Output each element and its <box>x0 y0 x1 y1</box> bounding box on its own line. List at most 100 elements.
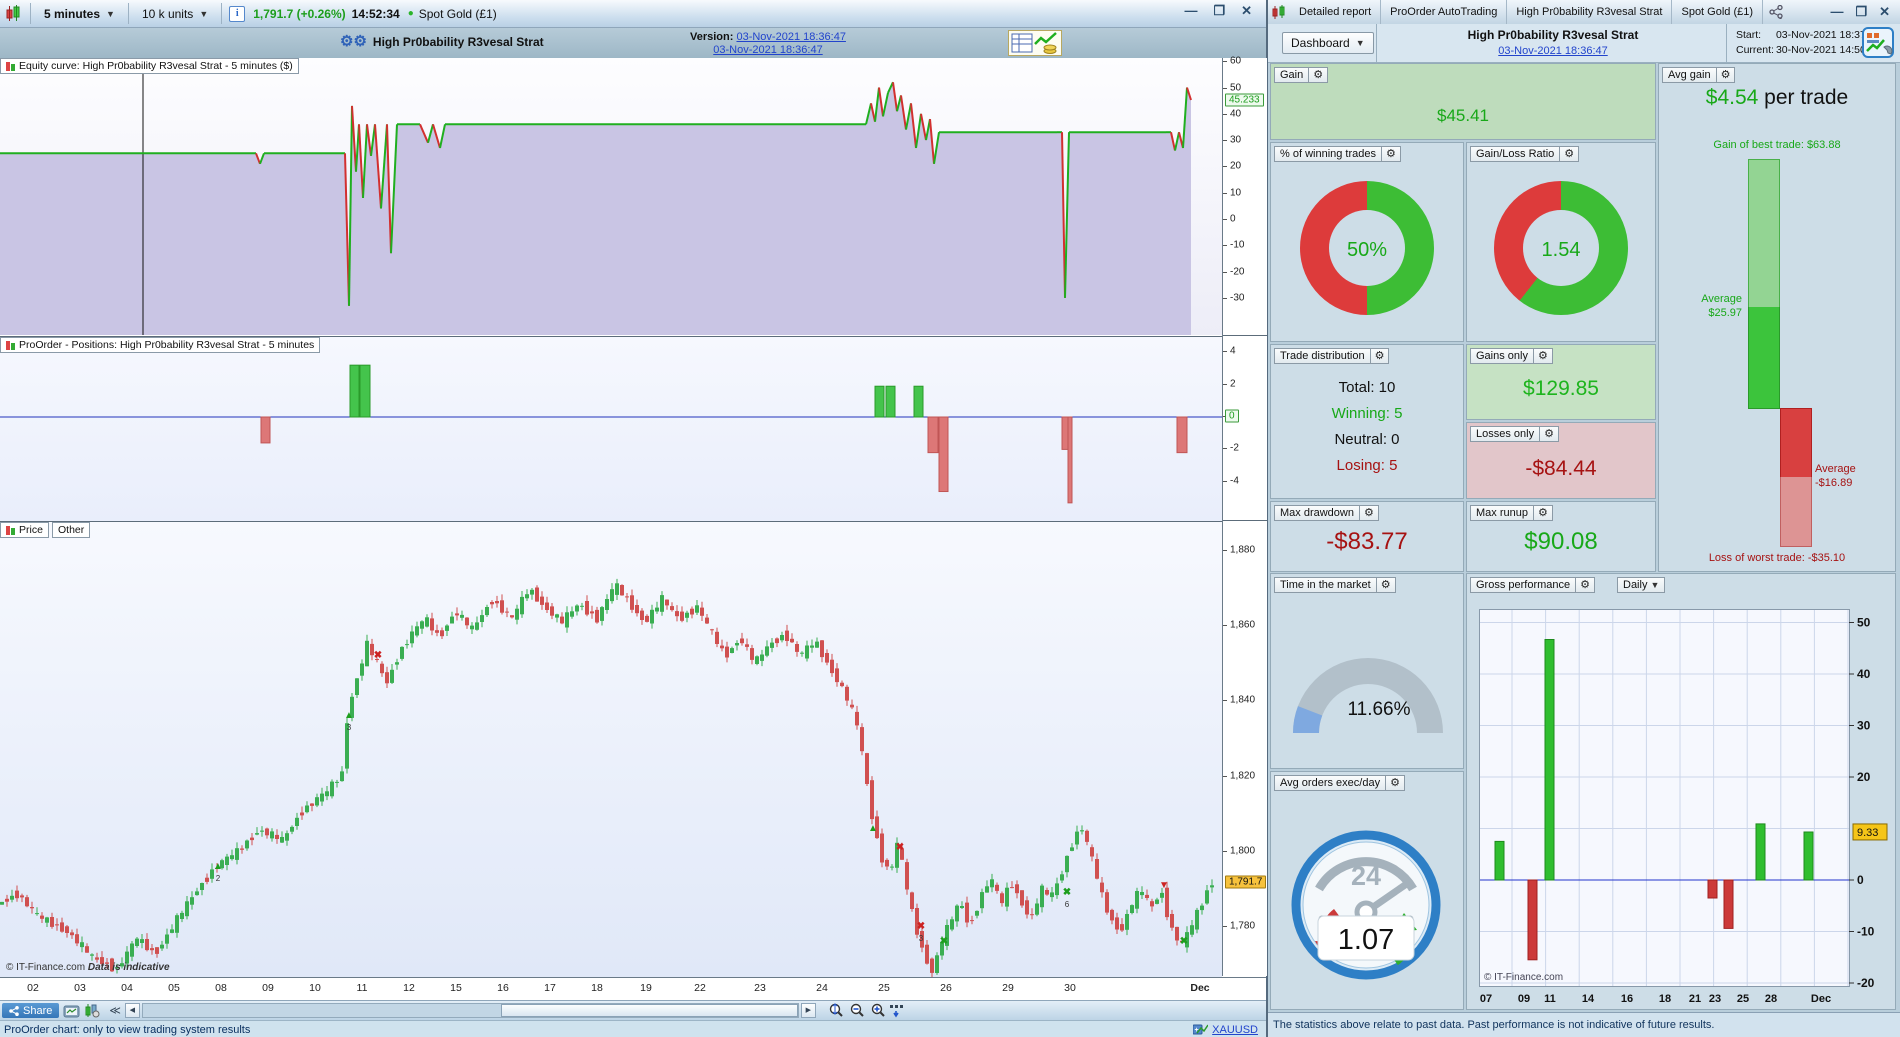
time-in-market-panel: Time in the market ⚙ 11.66% <box>1270 573 1464 769</box>
tab-high-pr0bability-r3vesal-strat[interactable]: High Pr0bability R3vesal Strat <box>1507 0 1673 24</box>
time-axis[interactable]: 02 03 04 05 08 09 10 11 12 15 16 17 18 19 22 23 24 25 26 29… <box>0 977 1222 1001</box>
more-tools-icon[interactable] <box>889 1003 906 1018</box>
candle-body <box>1190 925 1194 935</box>
equity-segment <box>362 124 368 199</box>
version-link[interactable]: 03-Nov-2021 18:36:47 <box>736 31 846 43</box>
candle-body <box>440 630 444 637</box>
price-axis-column[interactable]: 6050403020100-10-20-30420-2-41,8801,8601… <box>1222 56 1267 976</box>
strategy-title: ⚙⚙ High Pr0bability R3vesal Strat <box>340 33 544 50</box>
maximize-button[interactable]: ❐ <box>1855 4 1868 19</box>
trade-distribution-panel: Trade distribution ⚙ Total: 10 Winning: 5… <box>1270 344 1464 499</box>
divider <box>30 3 31 24</box>
candle-body <box>1205 890 1209 904</box>
candle-body <box>45 917 49 923</box>
screenshot-icon[interactable] <box>63 1003 80 1018</box>
strategy-date-link[interactable]: 03-Nov-2021 18:36:47 <box>1498 45 1608 57</box>
period-dropdown[interactable]: Daily ▼ <box>1617 577 1666 593</box>
candle-body <box>385 672 389 684</box>
candle-body <box>470 625 474 630</box>
wrench-icon[interactable]: ⚙ <box>1308 68 1327 82</box>
scroll-left-button[interactable]: ◀ <box>124 1003 140 1018</box>
version-link-2[interactable]: 03-Nov-2021 18:36:47 <box>713 44 823 56</box>
report-settings-icon[interactable] <box>1862 27 1895 59</box>
zoom-fit-icon[interactable] <box>826 1003 843 1018</box>
wrench-icon[interactable]: ⚙ <box>1532 349 1552 363</box>
maximize-button[interactable]: ❐ <box>1213 3 1226 18</box>
position-bar <box>359 364 371 418</box>
collapse-icon[interactable]: ≪ <box>109 1005 121 1017</box>
wrench-icon[interactable]: ⚙ <box>1715 68 1735 82</box>
symbol-link[interactable]: XAUUSD <box>1212 1023 1258 1036</box>
candle-body <box>1115 917 1119 930</box>
candle-body <box>645 615 649 622</box>
wrench-icon[interactable]: ⚙ <box>1381 147 1400 161</box>
report-icon-button[interactable] <box>1008 30 1062 56</box>
candle-body <box>1080 830 1084 832</box>
time-axis-label: 05 <box>168 982 180 994</box>
candle-body <box>605 599 609 610</box>
candle-body <box>40 915 44 919</box>
tab-spot-gold-1-[interactable]: Spot Gold (£1) <box>1672 0 1764 24</box>
zoom-in-icon[interactable] <box>868 1003 885 1018</box>
minimize-button[interactable]: — <box>1184 3 1198 18</box>
candle-body <box>600 607 604 621</box>
equity-current-box: 45.233 <box>1225 93 1264 107</box>
candle-body <box>35 913 39 915</box>
tick-mark <box>1223 87 1227 89</box>
share-icon <box>9 1005 19 1016</box>
scrollbar-thumb[interactable] <box>500 1004 798 1017</box>
wrench-icon[interactable]: ⚙ <box>1575 578 1594 592</box>
winning-trades-value: 50% <box>1346 239 1388 261</box>
chart-settings-icon[interactable] <box>84 1003 101 1018</box>
gross-bar <box>1755 823 1766 881</box>
time-axis-label: 30 <box>1064 982 1076 994</box>
candle-body <box>510 615 514 618</box>
tab-detailed-report[interactable]: Detailed report <box>1290 0 1382 24</box>
equity-segment <box>358 124 364 199</box>
gross-bar <box>1544 639 1555 881</box>
other-tag[interactable]: Other <box>52 522 91 538</box>
equity-curve-tag[interactable]: Equity curve: High Pr0bability R3vesal S… <box>0 58 299 74</box>
info-icon[interactable]: i <box>229 5 246 22</box>
wrench-icon[interactable]: ⚙ <box>1539 427 1558 441</box>
wrench-icon[interactable]: ⚙ <box>1532 506 1552 520</box>
close-button[interactable]: ✕ <box>1241 3 1252 18</box>
positions-tag[interactable]: ProOrder - Positions: High Pr0bability R… <box>0 337 321 353</box>
wrench-icon[interactable]: ⚙ <box>1375 578 1395 592</box>
candle-body <box>305 805 309 813</box>
gain-value: $45.41 <box>1437 106 1489 125</box>
candle-body <box>835 668 839 683</box>
units-dropdown[interactable]: 10 k units ▼ <box>141 6 209 21</box>
share-nodes-icon[interactable] <box>1769 5 1784 19</box>
scroll-right-button[interactable]: ▶ <box>800 1003 816 1018</box>
price-tag[interactable]: Price <box>0 522 49 538</box>
candle-body <box>160 944 164 949</box>
candle-body <box>195 891 199 896</box>
wrench-icon[interactable]: ⚙ <box>1358 506 1378 520</box>
chart-window: 5 minutes ▼ 10 k units ▼ i 1,791.7 (+0.26%… <box>0 0 1268 1037</box>
candle-body <box>710 629 714 631</box>
minimize-button[interactable]: — <box>1830 4 1844 19</box>
candle-body <box>635 605 639 614</box>
candle-body <box>870 780 874 820</box>
report-strategy: High Pr0bability R3vesal Strat 03-Nov-20… <box>1467 28 1639 57</box>
dashboard-dropdown[interactable]: Dashboard ▼ <box>1282 32 1374 54</box>
positions-panel: ProOrder - Positions: High Pr0bability R… <box>0 336 1222 521</box>
scrollbar-track[interactable] <box>141 1003 799 1018</box>
candle-body <box>300 812 304 816</box>
gross-axis-label: -10 <box>1857 925 1875 939</box>
gross-bar <box>1803 831 1814 881</box>
candle-body <box>1195 909 1199 930</box>
wrench-icon[interactable]: ⚙ <box>1369 349 1389 363</box>
gains-only-value: $129.85 <box>1523 377 1599 400</box>
gross-x-label: 23 <box>1709 993 1721 1005</box>
candle-body <box>315 797 319 806</box>
share-button[interactable]: Share <box>2 1003 60 1018</box>
close-button[interactable]: ✕ <box>1879 4 1890 19</box>
zoom-out-icon[interactable] <box>847 1003 864 1018</box>
tab-proorder-autotrading[interactable]: ProOrder AutoTrading <box>1381 0 1508 24</box>
wrench-icon[interactable]: ⚙ <box>1385 776 1404 790</box>
wrench-icon[interactable]: ⚙ <box>1559 147 1578 161</box>
timeframe-dropdown[interactable]: 5 minutes ▼ <box>44 6 115 21</box>
